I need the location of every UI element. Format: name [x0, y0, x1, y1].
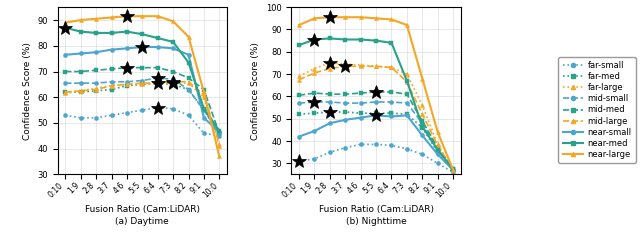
X-axis label: Fusion Ratio (Cam:LiDAR)
(b) Nighttime: Fusion Ratio (Cam:LiDAR) (b) Nighttime — [319, 205, 433, 226]
Legend: far-small, far-med, far-large, mid-small, mid-med, mid-large, near-small, near-m: far-small, far-med, far-large, mid-small… — [558, 57, 636, 163]
Y-axis label: Confidence Score (%): Confidence Score (%) — [22, 42, 32, 140]
Y-axis label: Confidence Score (%): Confidence Score (%) — [252, 42, 260, 140]
X-axis label: Fusion Ratio (Cam:LiDAR)
(a) Daytime: Fusion Ratio (Cam:LiDAR) (a) Daytime — [85, 205, 200, 226]
